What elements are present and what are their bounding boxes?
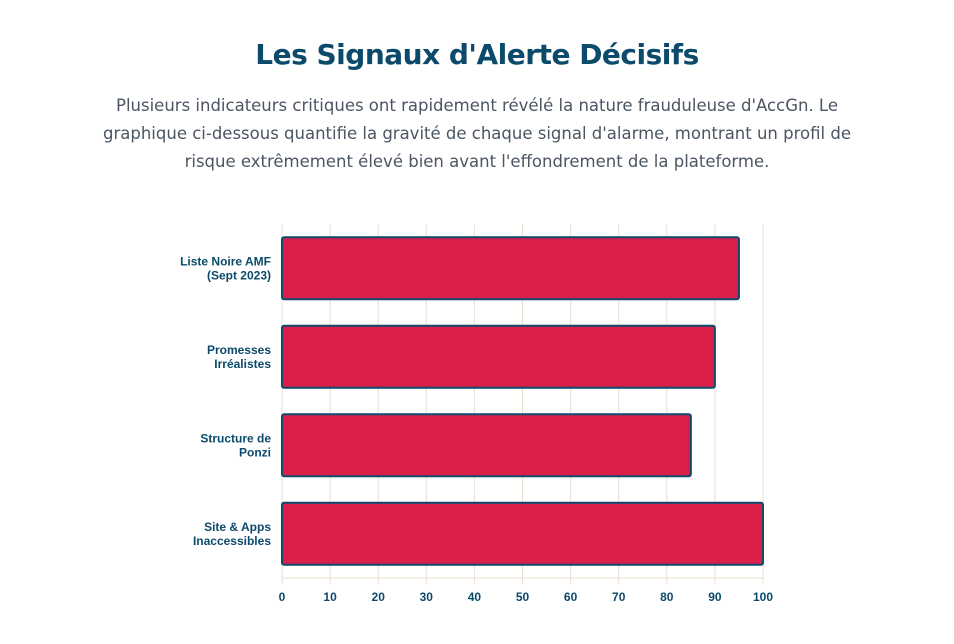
category-label: Irréalistes	[214, 357, 271, 371]
category-label: Promesses	[207, 343, 271, 357]
x-tick-label: 10	[323, 590, 337, 604]
bar	[281, 324, 716, 389]
bar	[281, 413, 692, 478]
x-tick-label: 100	[753, 590, 773, 604]
x-tick-label: 30	[420, 590, 434, 604]
page-title: Les Signaux d'Alerte Décisifs	[255, 38, 699, 71]
bar	[281, 501, 764, 566]
category-label: Site & Apps	[204, 520, 271, 534]
x-tick-label: 20	[372, 590, 386, 604]
category-label: Ponzi	[239, 445, 271, 459]
category-label: Structure de	[200, 431, 271, 445]
x-tick-label: 0	[279, 590, 286, 604]
x-tick-label: 50	[516, 590, 530, 604]
bar	[281, 236, 740, 301]
x-tick-label: 90	[708, 590, 722, 604]
category-label: Inaccessibles	[193, 534, 271, 548]
x-tick-label: 70	[612, 590, 626, 604]
category-label: (Sept 2023)	[207, 268, 271, 282]
x-tick-label: 80	[660, 590, 674, 604]
x-tick-label: 40	[468, 590, 482, 604]
category-label: Liste Noire AMF	[180, 254, 271, 268]
x-tick-label: 60	[564, 590, 578, 604]
page-subtitle: Plusieurs indicateurs critiques ont rapi…	[103, 96, 851, 171]
